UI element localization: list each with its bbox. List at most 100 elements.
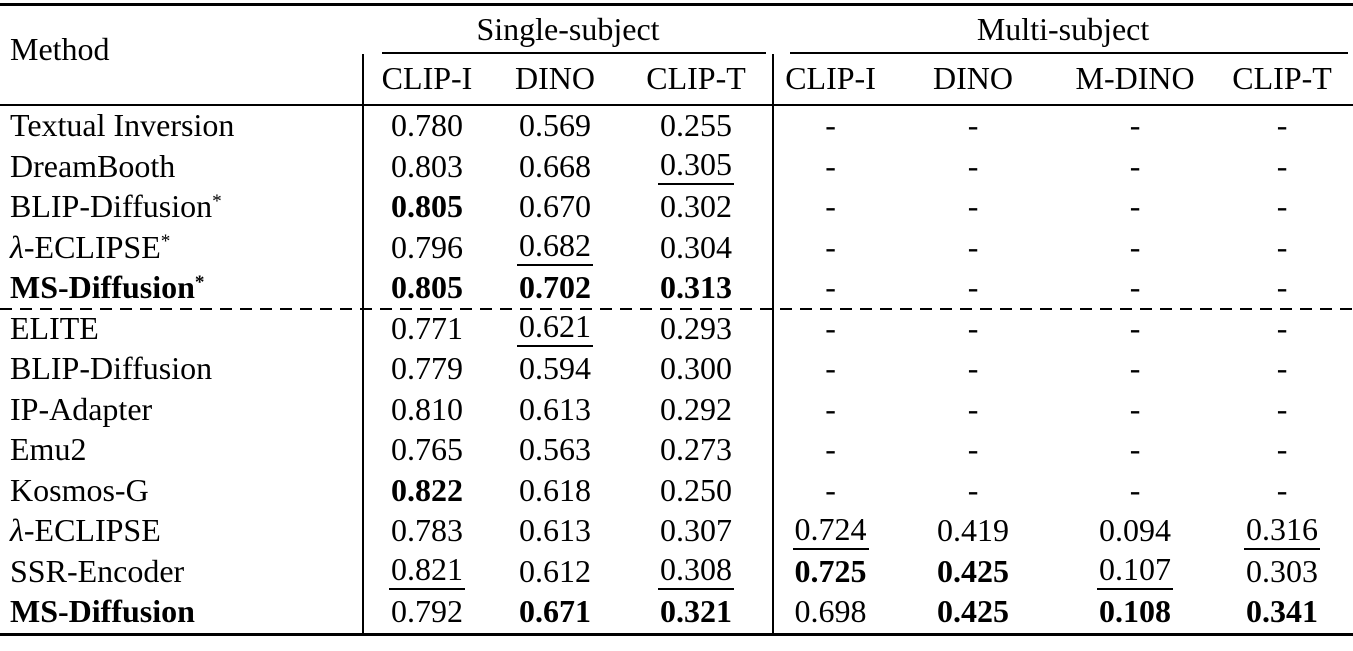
value-cell: - [967, 309, 979, 346]
value-cell: 0.612 [519, 552, 591, 589]
value-cell: - [1276, 390, 1288, 427]
value-cell: - [1129, 107, 1141, 144]
value-cell: 0.300 [660, 350, 733, 387]
value-cell: 0.621 [490, 309, 620, 350]
method-cell: BLIP-Diffusion [10, 350, 213, 387]
value-cell: 0.668 [519, 147, 591, 184]
value-cell: 0.803 [362, 146, 490, 187]
method-cell: DreamBooth [10, 147, 176, 184]
value-cell: - [967, 147, 979, 184]
results-table: Method Single-subject Multi-subject CLIP… [0, 3, 1353, 636]
value-cell: 0.725 [772, 551, 888, 592]
value-cell: 0.292 [660, 390, 733, 427]
method-cell: MS-Diffusion* [10, 269, 205, 306]
table-row: λ-ECLIPSE* 0.796 0.682 0.304 - - - - [0, 227, 1353, 268]
column-header-multi-clip-i: CLIP-I [772, 54, 888, 106]
value-cell: 0.273 [660, 431, 733, 468]
value-cell: 0.671 [519, 593, 591, 630]
column-header-multi-dino: DINO [887, 54, 1060, 106]
value-cell: 0.108 [1099, 593, 1172, 630]
value-cell: - [772, 187, 888, 228]
table-row: Emu2 0.765 0.563 0.273 - - - - [0, 430, 1353, 471]
method-cell: λ-ECLIPSE [10, 512, 161, 549]
method-cell: Emu2 [10, 431, 87, 468]
value-cell: - [1276, 431, 1288, 468]
value-cell: - [967, 350, 979, 387]
value-cell: - [967, 269, 979, 306]
value-cell: - [1129, 309, 1141, 346]
column-header-multi-clip-t: CLIP-T [1211, 54, 1353, 106]
column-header-multi-m-dino: M-DINO [1059, 54, 1212, 106]
table-row: MS-Diffusion 0.792 0.671 0.321 0.698 0.425 0.1… [0, 592, 1353, 634]
value-cell: 0.613 [519, 390, 591, 427]
value-cell: - [967, 228, 979, 265]
value-cell: 0.780 [362, 105, 490, 147]
value-cell: 0.563 [519, 431, 591, 468]
value-cell: - [772, 349, 888, 390]
value-cell: - [772, 105, 888, 147]
results-table-wrap: Method Single-subject Multi-subject CLIP… [0, 3, 1353, 636]
method-cell: MS-Diffusion [10, 593, 195, 630]
value-cell: - [1276, 188, 1288, 225]
value-cell: - [1129, 269, 1141, 306]
header-columns-row: CLIP-I DINO CLIP-T CLIP-I DINO M-DINO CL… [0, 54, 1353, 106]
value-cell: 0.765 [362, 430, 490, 471]
method-cell: IP-Adapter [10, 390, 153, 427]
value-cell: - [1129, 390, 1141, 427]
value-cell: 0.419 [937, 512, 1010, 549]
table-row: BLIP-Diffusion* 0.805 0.670 0.302 - - - - [0, 187, 1353, 228]
section-divider-dashed [0, 308, 1353, 310]
method-cell: ELITE [10, 309, 99, 346]
group-header-single-subject: Single-subject [363, 5, 773, 55]
value-cell: - [772, 268, 888, 309]
value-cell: 0.308 [620, 552, 773, 593]
value-cell: - [1129, 188, 1141, 225]
value-cell: 0.783 [362, 511, 490, 552]
table-row: ELITE 0.771 0.621 0.293 - - - - [0, 308, 1353, 350]
value-cell: - [1276, 228, 1288, 265]
table-row: DreamBooth 0.803 0.668 0.305- - - - [0, 146, 1353, 187]
value-cell: 0.779 [362, 349, 490, 390]
value-cell: 0.724 [772, 511, 888, 552]
value-cell: 0.796 [362, 227, 490, 268]
table-body: Textual Inversion 0.780 0.569 0.255- - - - Drea… [0, 105, 1353, 634]
value-cell: 0.302 [660, 188, 733, 225]
value-cell: 0.822 [362, 470, 490, 511]
value-cell: 0.316 [1211, 511, 1353, 552]
value-cell: - [772, 146, 888, 187]
method-cell: λ-ECLIPSE* [10, 228, 171, 265]
value-cell: - [1129, 431, 1141, 468]
value-cell: 0.569 [519, 107, 591, 144]
column-header-single-clip-t: CLIP-T [620, 54, 774, 106]
table-row: IP-Adapter 0.810 0.613 0.292 - - - - [0, 389, 1353, 430]
value-cell: 0.313 [660, 269, 733, 306]
value-cell: - [772, 389, 888, 430]
value-cell: 0.821 [362, 551, 490, 592]
value-cell: - [1129, 228, 1141, 265]
value-cell: - [967, 431, 979, 468]
value-cell: - [967, 188, 979, 225]
table-row: Kosmos-G 0.822 0.618 0.250 - - - - [0, 470, 1353, 511]
value-cell: 0.698 [772, 592, 888, 634]
value-cell: 0.618 [519, 471, 591, 508]
value-cell: 0.613 [519, 512, 591, 549]
value-cell: 0.307 [660, 512, 733, 549]
value-cell: - [1276, 309, 1288, 346]
value-cell: 0.805 [362, 187, 490, 228]
column-header-method: Method [0, 4, 363, 106]
value-cell: 0.425 [937, 552, 1010, 589]
value-cell: 0.107 [1059, 552, 1211, 593]
value-cell: - [772, 470, 888, 511]
value-cell: - [1129, 350, 1141, 387]
table-row: MS-Diffusion* 0.805 0.702 0.313 - - - - [0, 268, 1353, 309]
value-cell: 0.094 [1099, 512, 1172, 549]
value-cell: - [1276, 147, 1288, 184]
table-row: BLIP-Diffusion 0.779 0.594 0.300 - - - - [0, 349, 1353, 390]
value-cell: - [967, 390, 979, 427]
value-cell: - [772, 430, 888, 471]
value-cell: 0.321 [660, 593, 733, 630]
method-cell: Kosmos-G [10, 471, 149, 508]
value-cell: - [772, 227, 888, 268]
method-cell: Textual Inversion [10, 107, 235, 144]
